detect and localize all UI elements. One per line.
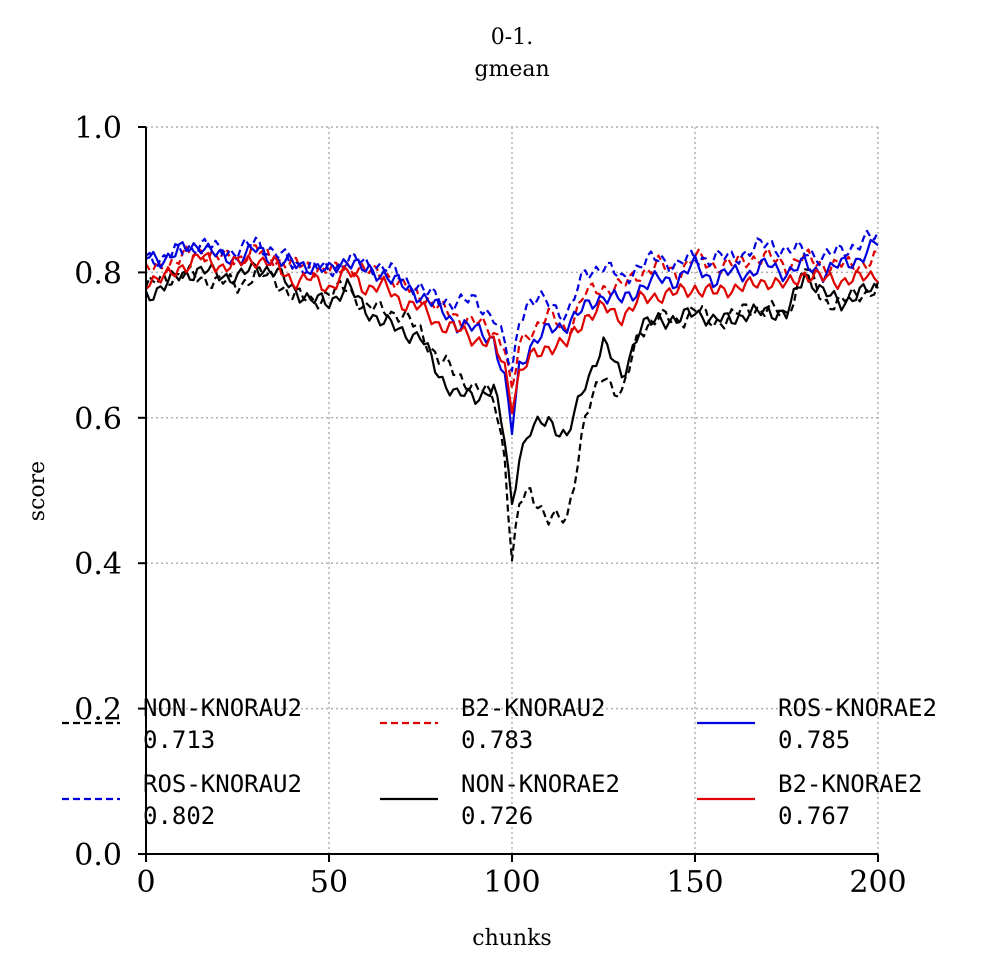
x-tick-label: 100 <box>483 865 540 900</box>
chart-title-line-2: gmean <box>474 57 549 82</box>
x-tick-label: 200 <box>849 865 906 900</box>
series-line-non-knorae2 <box>144 261 879 506</box>
y-tick-label: 0.2 <box>74 693 122 728</box>
y-tick-label: 0.6 <box>74 402 122 437</box>
x-tick-label: 0 <box>136 865 155 900</box>
legend-series-value: 0.802 <box>143 802 215 830</box>
legend-series-value: 0.783 <box>461 726 533 754</box>
grid <box>146 126 879 854</box>
legend-series-value: 0.785 <box>778 726 850 754</box>
y-tick-label: 0.8 <box>74 256 122 291</box>
y-axis-label: score <box>25 461 50 521</box>
legend-series-name: B2-KNORAE2 <box>778 770 923 798</box>
y-tick-label: 0.4 <box>74 547 122 582</box>
series-layer <box>144 229 880 562</box>
chart-title-line-1: 0-1. <box>491 25 533 50</box>
legend: NON-KNORAU2 0.713 B2-KNORAU2 0.783 ROS-KNORA… <box>62 694 937 830</box>
x-tick-label: 150 <box>666 865 723 900</box>
series-line-b2-knorae2 <box>145 251 879 415</box>
legend-series-name: B2-KNORAU2 <box>461 694 606 722</box>
series-line-b2-knorau2 <box>145 244 879 390</box>
x-tick-label: 50 <box>310 865 348 900</box>
x-axis-label: chunks <box>472 926 551 951</box>
legend-series-name: ROS-KNORAE2 <box>778 694 937 722</box>
legend-series-name: ROS-KNORAU2 <box>143 770 302 798</box>
legend-series-value: 0.713 <box>143 726 215 754</box>
legend-series-name: NON-KNORAU2 <box>143 694 302 722</box>
y-tick-label: 1.0 <box>74 111 122 146</box>
series-line-ros-knorae2 <box>145 238 879 436</box>
legend-series-value: 0.726 <box>461 802 533 830</box>
legend-series-value: 0.767 <box>778 802 850 830</box>
series-line-ros-knorau2 <box>145 229 879 372</box>
series-line-non-knorau2 <box>144 264 880 562</box>
legend-series-name: NON-KNORAE2 <box>461 770 620 798</box>
ticks: 0 50 100 150 200 0.0 0.2 0.4 0.6 0.8 1.0 <box>74 111 906 900</box>
y-tick-label: 0.0 <box>74 838 122 873</box>
